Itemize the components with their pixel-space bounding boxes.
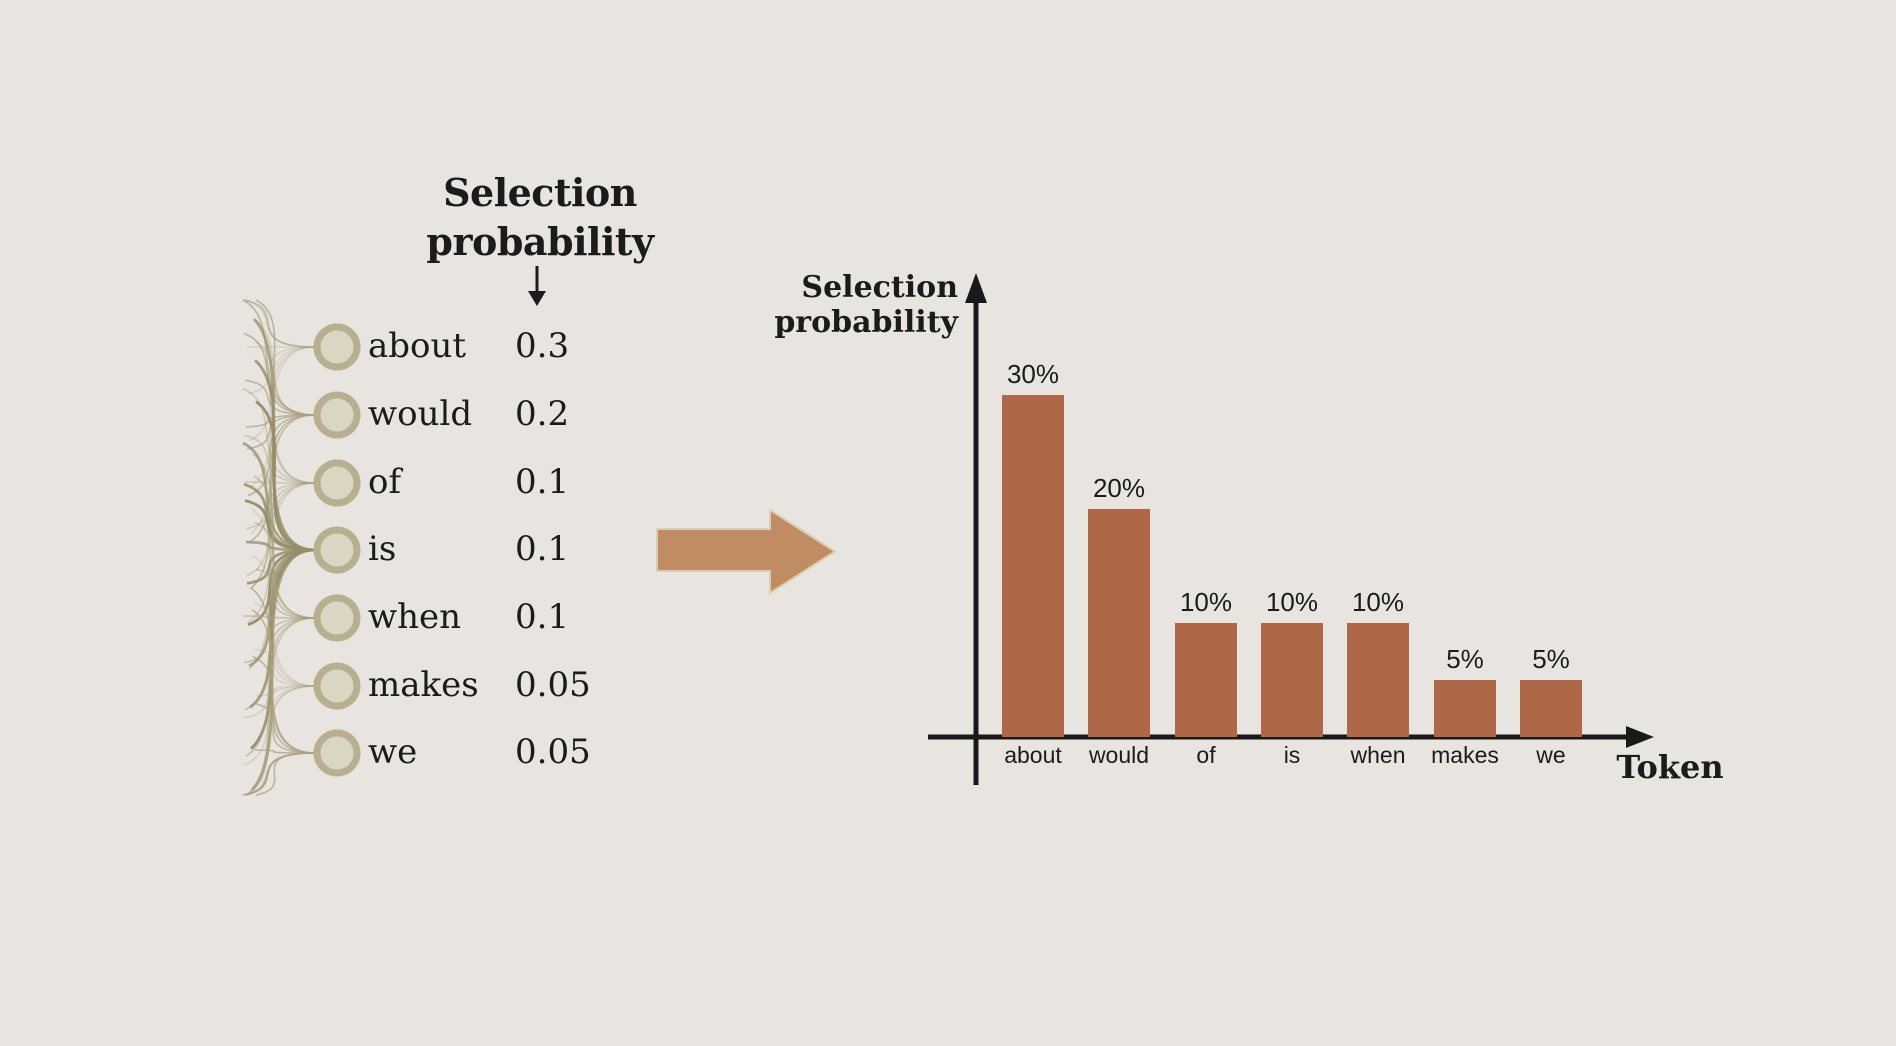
x-tick-label-would: would — [1088, 742, 1150, 768]
token-node-we — [313, 729, 361, 777]
network-edge — [242, 685, 316, 719]
network-edge — [244, 499, 316, 552]
network-edge — [245, 617, 316, 757]
chart-bar-when — [1347, 623, 1409, 737]
token-row-about: about 0.3 — [368, 322, 648, 370]
token-network-graphic — [242, 299, 361, 796]
bar-value-label: 5% — [1446, 644, 1484, 674]
token-label: about — [368, 326, 467, 366]
token-label: makes — [368, 665, 479, 705]
network-edge — [246, 482, 316, 577]
network-edge — [247, 482, 316, 623]
token-node-would — [313, 391, 361, 439]
chart-axes — [928, 273, 1654, 785]
network-edge — [247, 414, 316, 497]
y-axis-label-line1: Selection — [801, 270, 958, 305]
network-edge — [252, 555, 316, 687]
token-label: is — [368, 529, 397, 569]
selection-probability-header-line2: probability — [426, 219, 654, 264]
network-edge — [243, 299, 316, 348]
selection-probability-header-line1: Selection — [443, 170, 637, 215]
network-edge — [246, 617, 316, 796]
network-edge — [254, 749, 316, 754]
network-edge — [246, 414, 316, 450]
selection-probability-header: Selection probability — [365, 168, 715, 266]
network-edge — [244, 752, 316, 796]
token-node-when — [313, 594, 361, 642]
network-edge — [254, 648, 316, 687]
token-node-is — [313, 526, 361, 574]
transform-arrow-icon — [656, 508, 837, 595]
x-tick-label-is: is — [1283, 742, 1301, 768]
network-edge — [248, 414, 316, 543]
y-axis-label: Selection probability — [660, 270, 958, 340]
network-edge — [243, 685, 316, 766]
token-node-of — [313, 459, 361, 507]
token-probability-value: 0.2 — [515, 394, 570, 434]
bar-value-label: 30% — [1006, 359, 1060, 389]
network-edge — [253, 702, 316, 754]
x-tick-label-when: when — [1350, 742, 1406, 768]
network-edge — [245, 685, 316, 796]
network-edge — [255, 685, 316, 697]
token-node-about — [313, 323, 361, 371]
x-axis-arrowhead-icon — [1626, 726, 1654, 748]
y-axis-label-line2: probability — [774, 305, 958, 340]
network-edge — [242, 441, 316, 552]
network-edge — [255, 400, 316, 552]
chart-bar-about — [1002, 395, 1064, 737]
network-edge — [242, 299, 316, 348]
x-tick-label-of: of — [1196, 742, 1216, 768]
x-tick-label-makes: makes — [1431, 742, 1499, 768]
network-edge — [243, 434, 316, 484]
token-label: would — [368, 394, 473, 434]
token-probability-value: 0.05 — [515, 732, 591, 772]
token-label: of — [368, 462, 402, 502]
network-edge — [255, 568, 316, 619]
x-tick-label-about: about — [1004, 742, 1062, 768]
token-node-makes — [313, 662, 361, 710]
bar-value-label: 10% — [1351, 587, 1405, 617]
bar-value-label: 10% — [1179, 587, 1233, 617]
token-probability-value: 0.05 — [515, 665, 591, 705]
x-axis-label: Token — [1616, 748, 1724, 786]
down-arrow-icon — [528, 266, 546, 306]
chart-bar-would — [1088, 509, 1150, 737]
bar-value-label: 10% — [1265, 587, 1319, 617]
network-edge — [244, 299, 316, 348]
token-probability-value: 0.3 — [515, 326, 570, 366]
x-tick-label-we: we — [1536, 742, 1566, 768]
network-edge — [245, 299, 316, 348]
chart-bar-of — [1175, 623, 1237, 737]
chart-bar-is — [1261, 623, 1323, 737]
token-row-we: we 0.05 — [368, 728, 648, 776]
network-edge — [251, 508, 316, 687]
network-edge — [244, 685, 316, 796]
network-edge — [242, 299, 316, 416]
token-label: we — [368, 732, 418, 772]
network-edge — [244, 379, 316, 416]
token-row-is: is 0.1 — [368, 525, 648, 573]
network-edge — [254, 521, 316, 619]
chart-bar-we — [1520, 680, 1582, 737]
network-edge — [252, 655, 316, 754]
network-edge — [242, 387, 316, 484]
token-row-of: of 0.1 — [368, 458, 648, 506]
token-probability-value: 0.1 — [515, 529, 570, 569]
bar-value-label: 20% — [1092, 473, 1146, 503]
chart-bar-makes — [1434, 680, 1496, 737]
network-edge — [247, 346, 316, 395]
token-label: when — [368, 597, 462, 637]
network-edge — [244, 617, 316, 711]
token-row-when: when 0.1 — [368, 593, 648, 641]
token-probability-value: 0.1 — [515, 597, 570, 637]
token-probability-value: 0.1 — [515, 462, 570, 502]
token-row-would: would 0.2 — [368, 390, 648, 438]
y-axis-arrowhead-icon — [965, 273, 987, 303]
bar-value-label: 5% — [1532, 644, 1570, 674]
token-row-makes: makes 0.05 — [368, 661, 648, 709]
